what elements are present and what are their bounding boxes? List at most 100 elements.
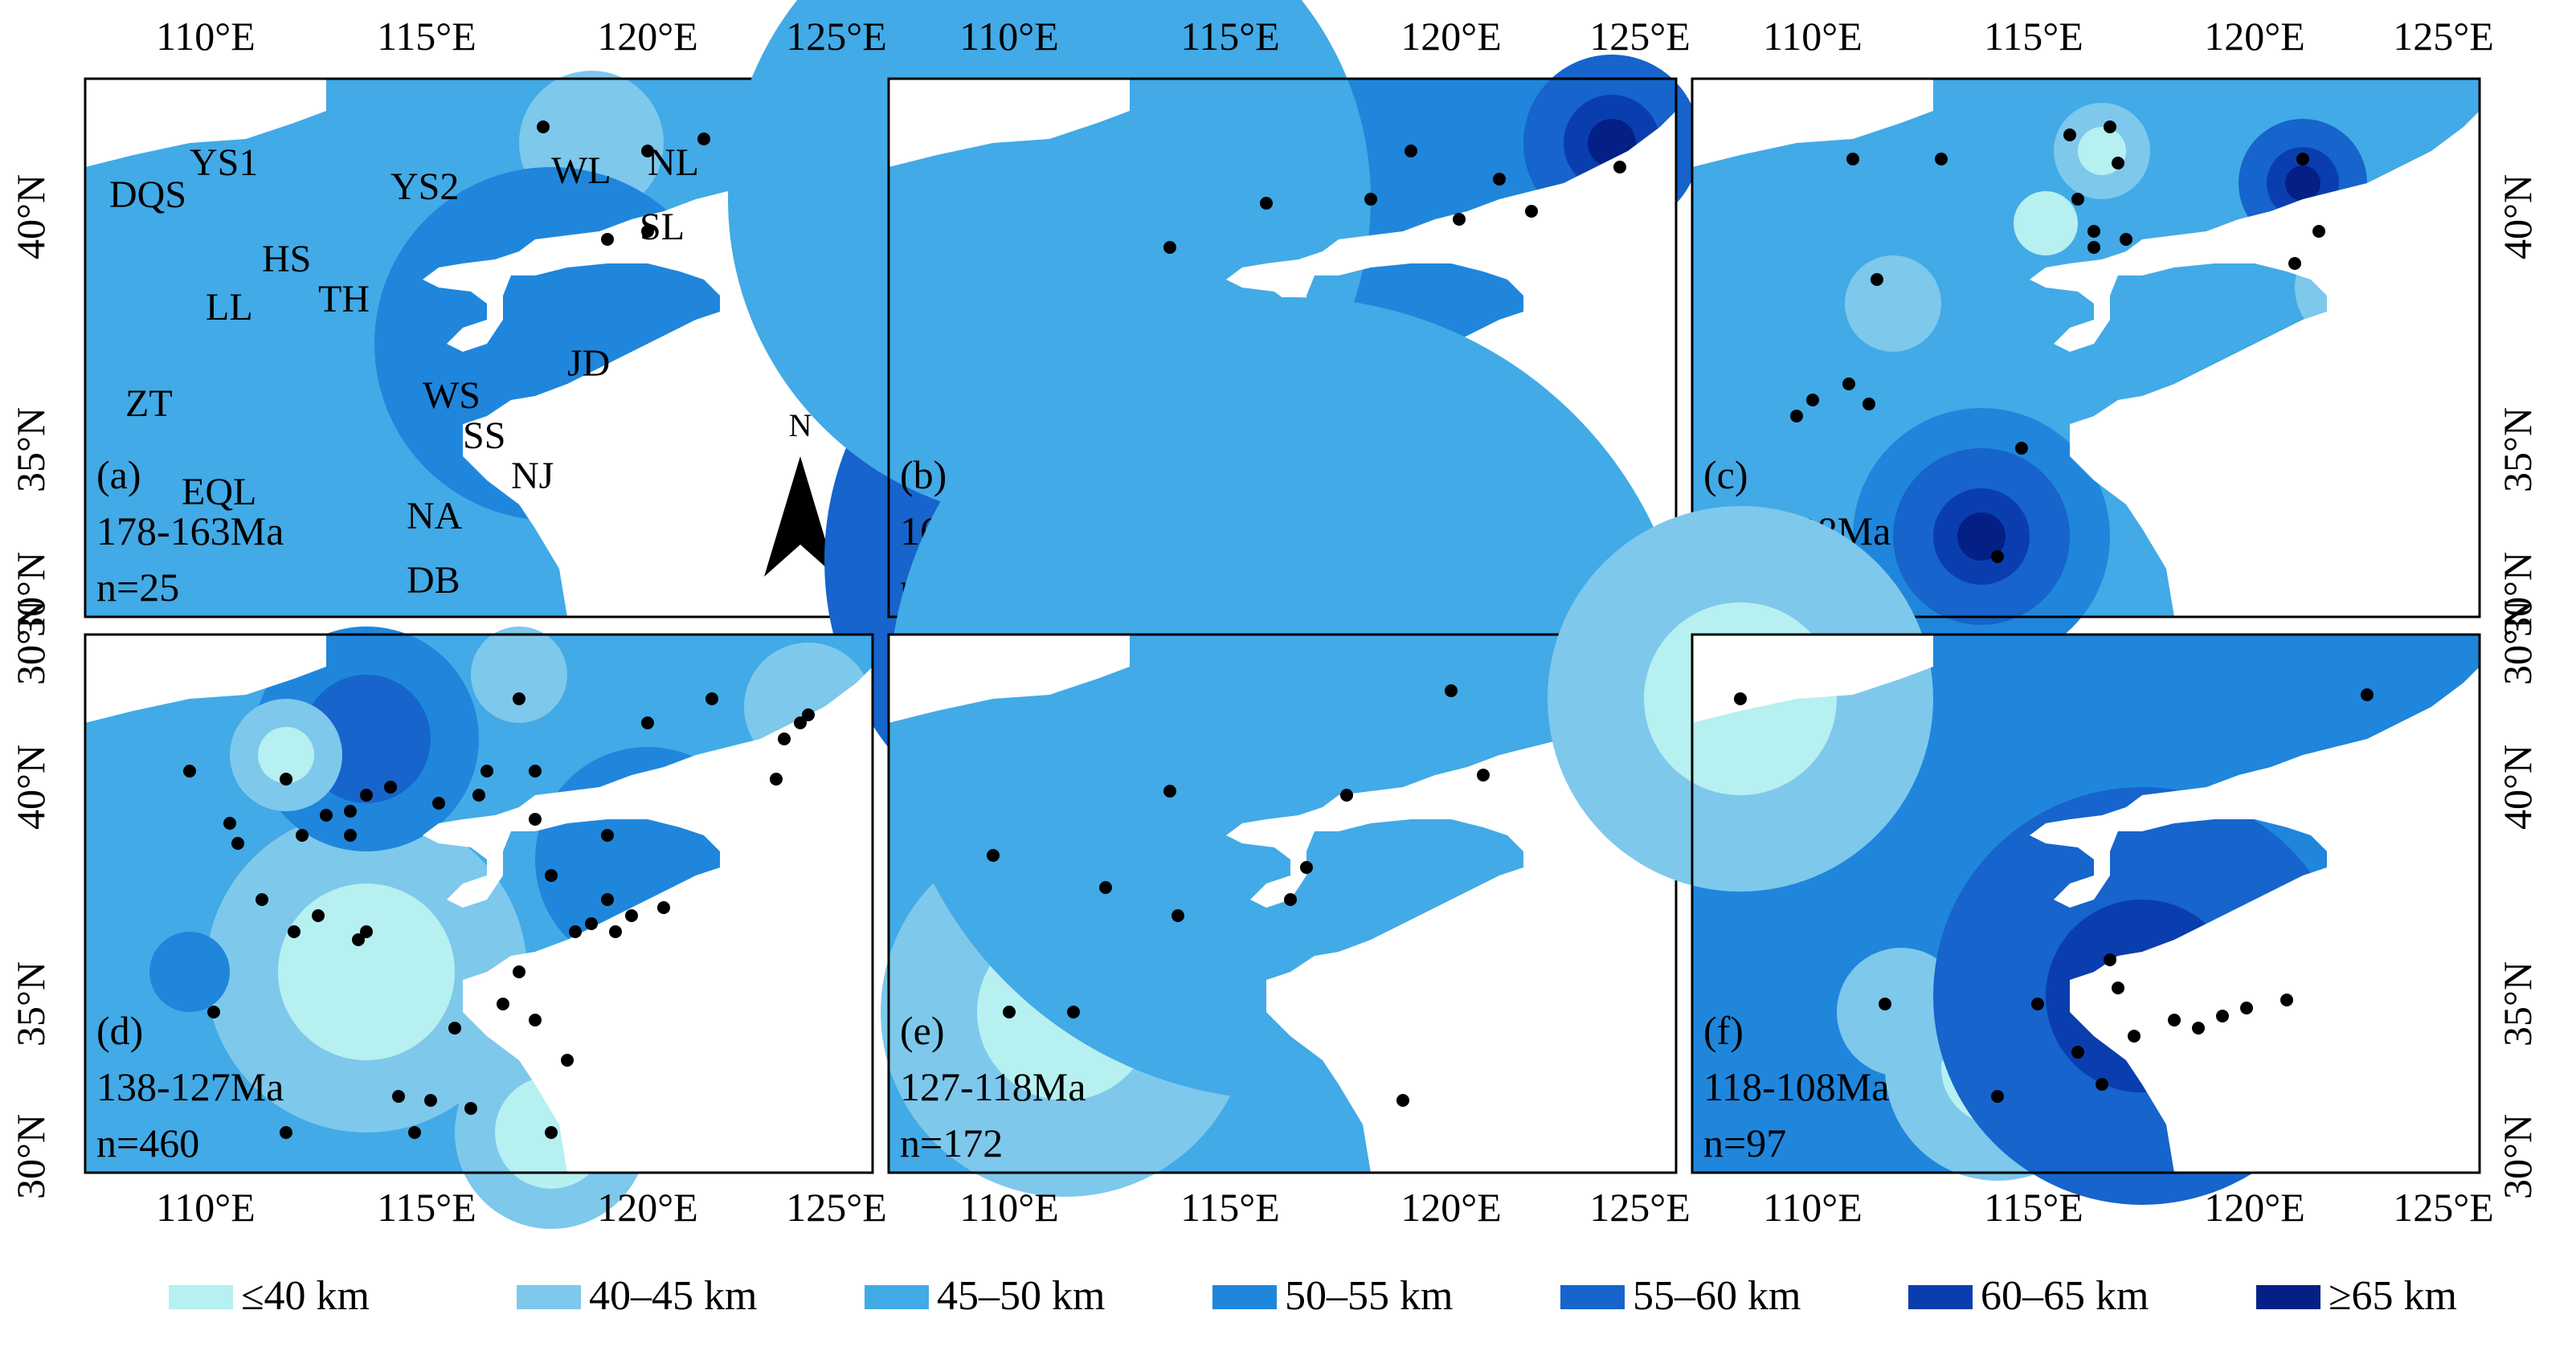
legend: ≤40 km 40–45 km 45–50 km 50–55 km 55–60 km 60… <box>169 1273 2457 1319</box>
station-dot <box>2120 233 2132 246</box>
station-dot <box>1991 550 2004 563</box>
place-na: NA <box>407 495 463 537</box>
map-panel-d: (d) 138-127Ma n=460 <box>84 627 874 1229</box>
station-dot <box>1842 378 1855 390</box>
station-dot <box>609 925 622 938</box>
lat-tick: 30°N <box>2495 552 2540 637</box>
lon-tick-bottom: 115°E <box>1180 1185 1280 1230</box>
station-dot <box>2015 442 2028 455</box>
station-dot <box>513 692 525 705</box>
station-dot <box>601 233 614 246</box>
station-dot <box>802 708 815 721</box>
station-dot <box>183 765 196 778</box>
axis-ticks: 110°E 115°E 120°E 125°E 110°E 115°E 120°E 125°E… <box>8 14 2540 1230</box>
station-dot <box>448 1022 461 1035</box>
station-dot <box>641 145 654 157</box>
map-panel-e: (e) 127-118Ma n=172 <box>881 297 1692 1197</box>
station-dot <box>2104 120 2116 133</box>
lat-tick: 40°N <box>8 174 53 259</box>
station-dot <box>2031 998 2044 1010</box>
panel-label: (c) <box>1703 452 1748 497</box>
lon-tick-bottom: 110°E <box>156 1185 256 1230</box>
panel-frame <box>1691 633 2481 1174</box>
station-dot <box>705 692 718 705</box>
panel-count: n=172 <box>900 1120 1003 1165</box>
station-dot <box>2112 157 2124 169</box>
lon-tick-bottom: 120°E <box>597 1185 698 1230</box>
station-dot <box>529 765 542 778</box>
panel-period: 118-108Ma <box>1703 1064 1889 1109</box>
station-dot <box>1405 145 1417 157</box>
station-dot <box>2240 1002 2253 1014</box>
panel-count: n=97 <box>1703 1120 1786 1165</box>
legend-swatch <box>517 1285 581 1309</box>
station-dot <box>392 1090 405 1103</box>
place-ll: LL <box>206 286 253 329</box>
lat-tick: 35°N <box>2495 407 2540 492</box>
station-dot <box>1879 998 1891 1010</box>
station-dot <box>1477 769 1490 782</box>
lon-tick-top: 110°E <box>1763 14 1862 59</box>
station-dot <box>2063 129 2076 141</box>
station-dot <box>1453 213 1466 226</box>
station-dot <box>2071 1046 2084 1059</box>
contour-zone <box>2014 191 2078 255</box>
lon-tick-bottom: 110°E <box>1763 1185 1862 1230</box>
station-dot <box>529 1014 542 1027</box>
station-dot <box>601 893 614 906</box>
station-dot <box>2104 953 2116 966</box>
station-dot <box>1871 273 1883 286</box>
legend-label: ≥65 km <box>2329 1273 2457 1319</box>
contour-zone <box>1957 512 2006 561</box>
station-dot <box>1300 861 1313 874</box>
station-dot <box>1525 205 1538 218</box>
lat-tick: 35°N <box>2495 961 2540 1047</box>
lat-tick: 30°N <box>8 552 53 637</box>
panel-count: n=460 <box>96 1120 199 1165</box>
place-ws: WS <box>423 374 480 417</box>
lon-tick-bottom: 125°E <box>1589 1185 1691 1230</box>
station-dot <box>987 849 1000 862</box>
lat-tick: 30°N <box>8 1114 53 1199</box>
map-panel-f: (f) 118-108Ma n=97 <box>1548 506 2481 1205</box>
station-dot <box>1862 398 1875 410</box>
station-dot <box>1171 909 1184 922</box>
lat-tick: 40°N <box>2495 745 2540 830</box>
lat-tick: 30°N <box>2495 600 2540 685</box>
north-arrow-head <box>764 456 836 577</box>
station-dot <box>408 1126 421 1139</box>
place-wl: WL <box>551 149 611 192</box>
station-dot <box>2087 225 2100 238</box>
lat-tick: 30°N <box>8 600 53 685</box>
place-ys1: YS1 <box>190 141 258 184</box>
station-dot <box>1003 1006 1016 1018</box>
lat-tick: 30°N <box>2495 1114 2540 1199</box>
station-dot <box>529 813 542 826</box>
lon-tick-top: 115°E <box>1180 14 1280 59</box>
panel-label: (b) <box>900 452 947 497</box>
legend-label: 40–45 km <box>589 1273 757 1319</box>
station-dot <box>1493 173 1506 186</box>
legend-swatch <box>1560 1285 1625 1309</box>
lat-tick: 40°N <box>2495 174 2540 259</box>
contour-zone <box>2285 165 2320 201</box>
station-dot <box>1067 1006 1080 1018</box>
station-dot <box>344 805 357 818</box>
station-dot <box>231 837 244 850</box>
lat-tick: 40°N <box>8 745 53 830</box>
station-dot <box>424 1094 437 1107</box>
station-dot <box>2071 193 2084 206</box>
lat-tick: 35°N <box>8 961 53 1047</box>
station-dot <box>1099 881 1112 894</box>
panel-label: (d) <box>96 1008 143 1053</box>
station-dot <box>778 733 791 745</box>
station-dot <box>2312 225 2325 238</box>
station-dot <box>641 225 654 238</box>
lon-tick-bottom: 115°E <box>377 1185 476 1230</box>
lon-tick-top: 120°E <box>597 14 698 59</box>
place-ys2: YS2 <box>390 165 459 208</box>
station-dot <box>480 765 493 778</box>
station-dot <box>1284 893 1297 906</box>
station-dot <box>2288 257 2301 270</box>
station-dot <box>352 933 365 946</box>
